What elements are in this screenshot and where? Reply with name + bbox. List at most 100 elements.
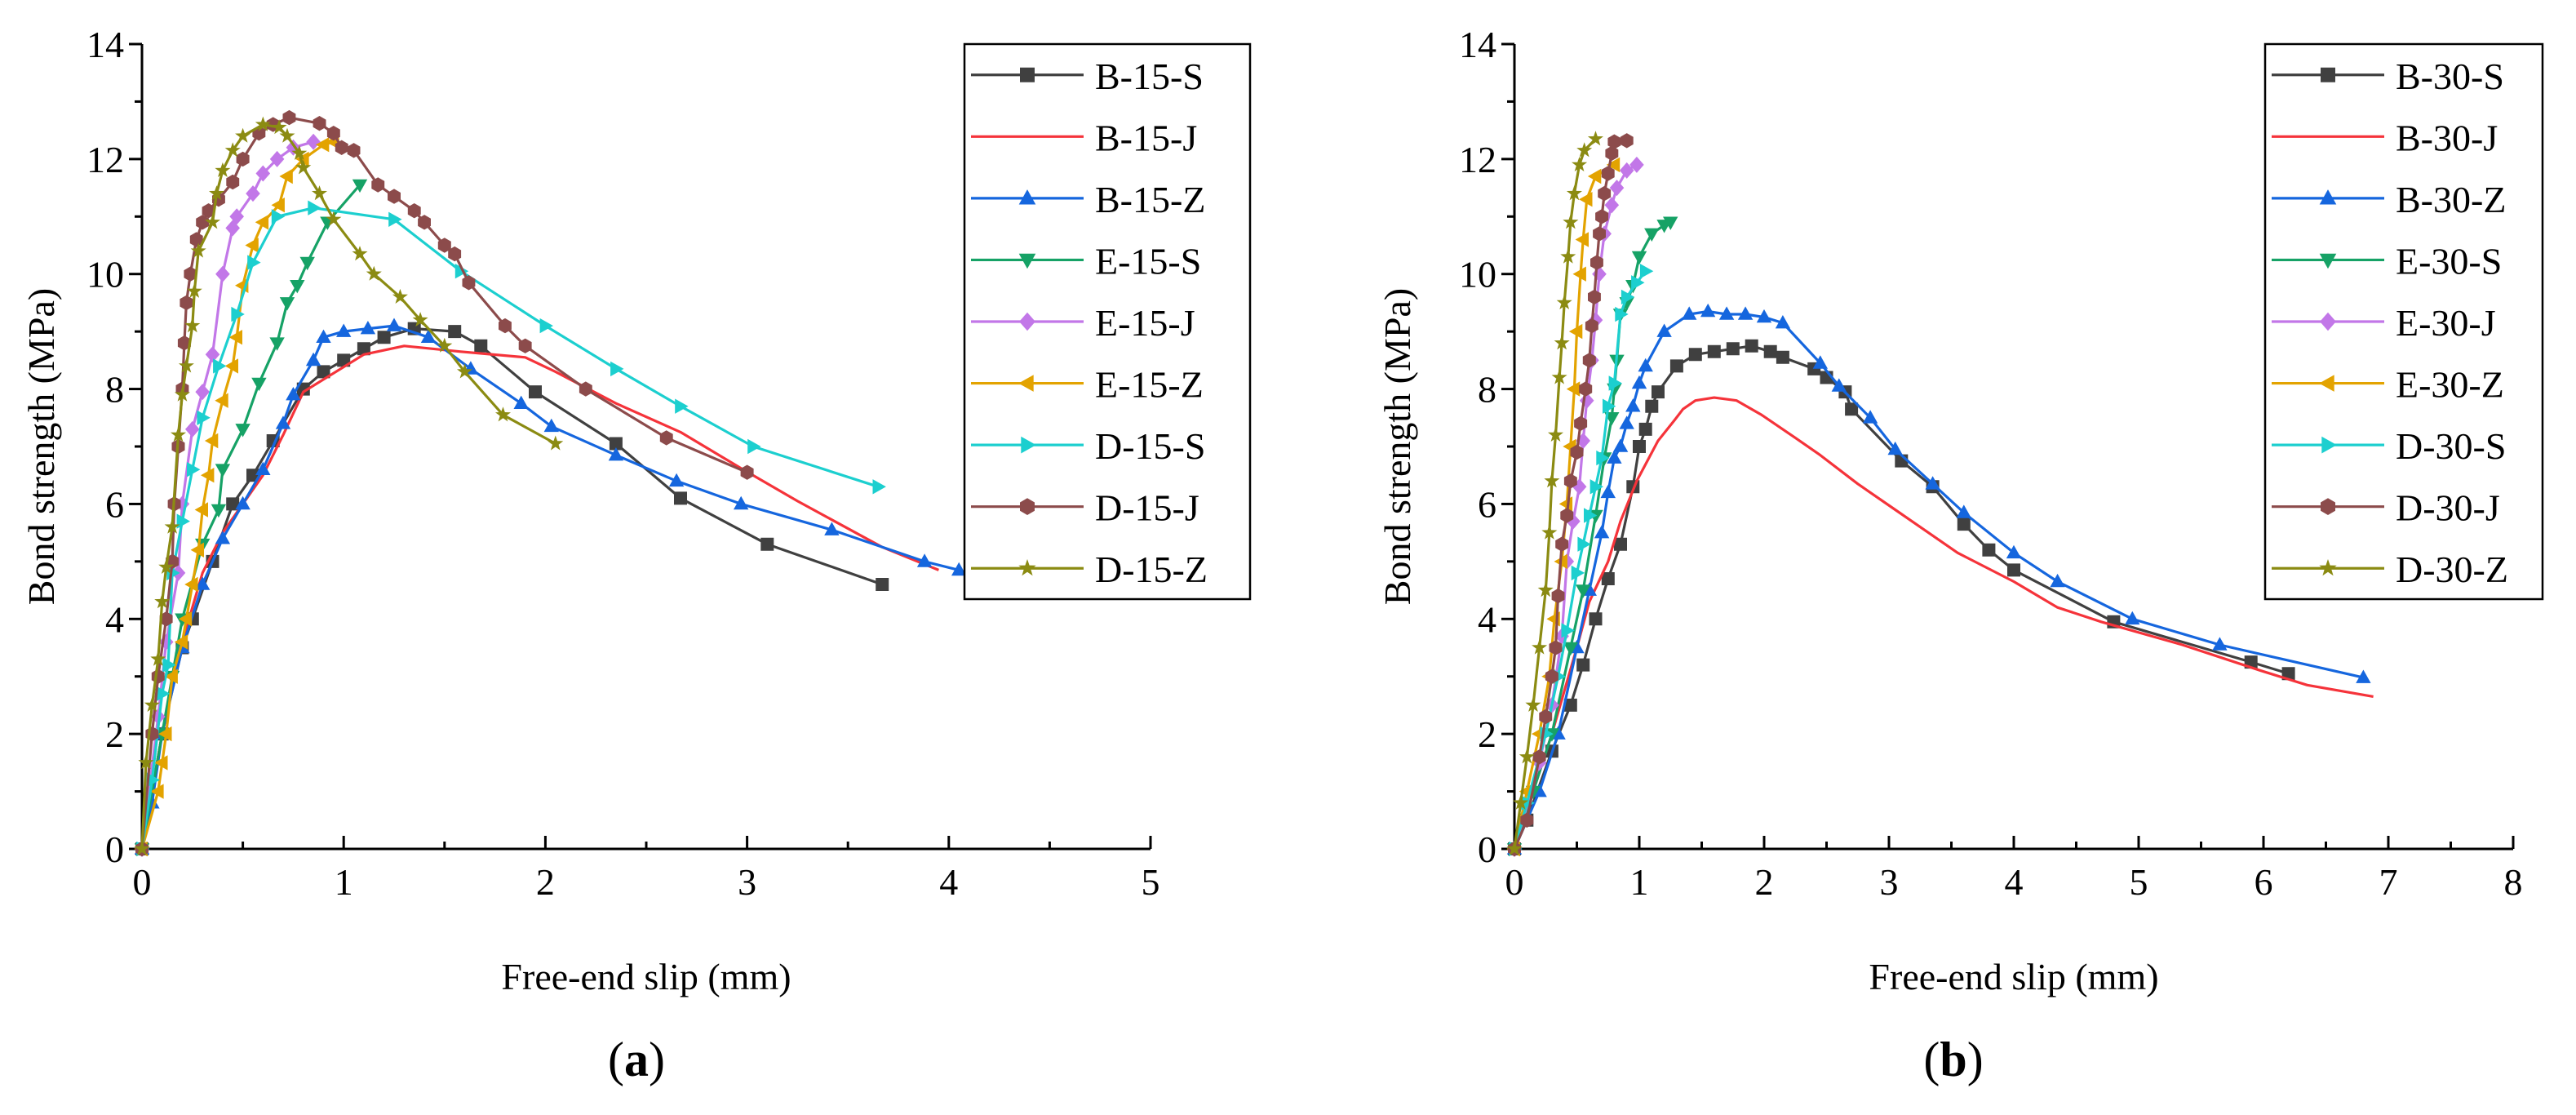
caption-letter: b (1940, 1033, 1966, 1086)
series-line (1513, 344, 2290, 850)
star-marker (312, 185, 327, 201)
series-E-15-J (135, 133, 321, 857)
triangle-right-marker (1561, 623, 1575, 638)
triangle-up-marker (1812, 355, 1828, 369)
hexagon-marker (189, 232, 203, 247)
square-marker (1576, 658, 1590, 672)
triangle-up-marker (513, 395, 529, 409)
triangle-left-marker (271, 198, 285, 213)
hexagon-marker (518, 338, 532, 353)
hexagon-marker (1560, 508, 1574, 523)
triangle-right-marker (213, 358, 227, 374)
square-marker (377, 331, 391, 344)
triangle-up-marker (215, 531, 231, 544)
star-marker (1563, 214, 1579, 229)
legend-item: B-30-Z (2272, 179, 2506, 220)
legend-item: D-15-J (971, 487, 1199, 529)
hexagon-marker (1582, 353, 1596, 368)
diamond-marker (306, 133, 321, 150)
series-B-15-Z (134, 318, 967, 855)
triangle-left-marker (1587, 168, 1602, 184)
triangle-down-marker (1018, 253, 1036, 269)
series-B-15-S (135, 322, 889, 855)
triangle-right-marker (308, 200, 321, 215)
square-marker (296, 382, 310, 396)
triangle-left-marker (279, 168, 293, 184)
hexagon-marker (1545, 669, 1558, 684)
x-tick-label: 0 (1505, 861, 1524, 903)
diamond-marker (286, 139, 301, 156)
x-tick-label: 2 (536, 861, 555, 903)
hexagon-marker (1549, 640, 1563, 655)
plot-area (134, 109, 967, 857)
legend-item: B-15-J (971, 117, 1197, 158)
diamond-marker (255, 165, 271, 182)
square-marker (760, 537, 774, 551)
square-marker (2281, 667, 2295, 681)
triangle-right-marker (1021, 436, 1036, 454)
triangle-up-marker (608, 447, 624, 461)
triangle-right-marker (747, 438, 761, 455)
series-E-15-Z (134, 134, 339, 857)
star-marker (2319, 559, 2337, 576)
triangle-up-marker (734, 495, 749, 510)
legend-label: B-30-J (2396, 117, 2498, 158)
y-axis-title: Bond strength (MPa) (1377, 288, 1418, 605)
hexagon-marker (1532, 749, 1546, 765)
triangle-up-marker (1956, 504, 1971, 518)
series-D-15-S (136, 200, 886, 857)
triangle-left-marker (228, 330, 242, 345)
triangle-up-marker (916, 553, 933, 567)
hexagon-marker (1551, 588, 1565, 604)
triangle-up-marker (336, 323, 352, 337)
square-marker (1589, 612, 1603, 626)
triangle-up-marker (1887, 441, 1903, 455)
legend-label: B-30-S (2396, 56, 2504, 97)
y-tick-label: 12 (1459, 139, 1496, 180)
legend-label: B-15-S (1095, 56, 1204, 97)
triangle-right-marker (872, 479, 886, 495)
square-marker (1669, 359, 1683, 373)
legend-item: B-15-S (971, 56, 1204, 97)
triangle-left-marker (1566, 381, 1581, 397)
hexagon-marker (388, 189, 401, 204)
star-marker (1018, 559, 1036, 576)
triangle-right-marker (1584, 508, 1598, 523)
y-tick-label: 0 (105, 828, 124, 870)
legend-item: B-30-J (2272, 117, 2498, 158)
hexagon-marker (1620, 133, 1634, 149)
triangle-up-marker (668, 473, 685, 487)
x-tick-label: 8 (2504, 861, 2523, 903)
star-marker (1587, 131, 1603, 146)
star-marker (352, 246, 368, 261)
hexagon-marker (579, 381, 592, 397)
hexagon-marker (740, 464, 754, 480)
x-tick-label: 1 (335, 861, 353, 903)
triangle-up-marker (1700, 303, 1716, 318)
hexagon-marker (1598, 185, 1612, 202)
triangle-left-marker (164, 669, 178, 684)
legend-item: B-15-Z (971, 179, 1205, 220)
triangle-left-marker (1579, 192, 1593, 207)
square-marker (1020, 67, 1035, 82)
x-tick-label: 3 (1880, 861, 1899, 903)
legend-item: D-30-S (2272, 425, 2506, 467)
hexagon-marker (371, 177, 385, 193)
square-marker (1707, 344, 1721, 358)
y-tick-label: 4 (105, 598, 124, 640)
caption-close: ) (1967, 1033, 1984, 1086)
triangle-right-marker (1577, 536, 1591, 552)
triangle-up-marker (275, 415, 291, 429)
triangle-right-marker (610, 361, 624, 377)
hexagon-marker (202, 203, 215, 219)
triangle-down-marker (215, 464, 231, 478)
legend: B-15-S B-15-J B-15-Z E-15-S E-15-J E-15-Z D-15… (963, 42, 1252, 601)
star-marker (1537, 582, 1554, 597)
triangle-right-marker (271, 209, 286, 224)
hexagon-marker (1601, 166, 1615, 181)
triangle-up-marker (1638, 358, 1653, 372)
star-marker (548, 435, 564, 451)
legend-label: D-30-J (2396, 487, 2500, 529)
square-marker (1745, 339, 1758, 353)
